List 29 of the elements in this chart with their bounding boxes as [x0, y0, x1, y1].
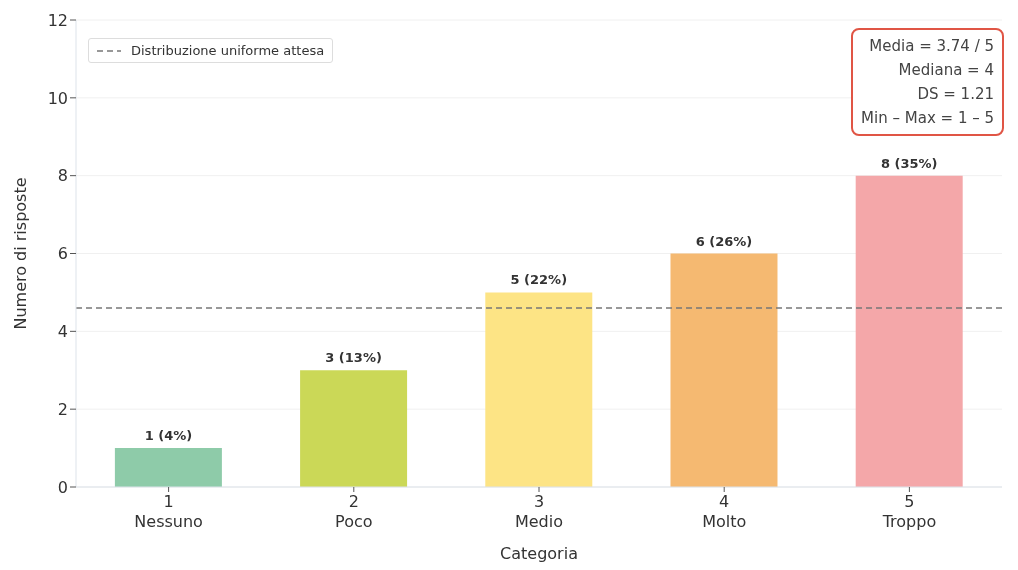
- bar: [485, 292, 593, 487]
- y-axis-title: Numero di risposte: [10, 177, 30, 330]
- data-label: 3 (13%): [325, 350, 382, 366]
- x-tick-label: 2 Poco: [335, 492, 373, 531]
- x-axis-title: Categoria: [500, 544, 578, 563]
- annotation: DS = 1.21: [916, 84, 994, 105]
- x-tick-label: 3 Medio: [514, 492, 564, 531]
- bar: [300, 370, 408, 487]
- data-label: 6 (26%): [695, 233, 753, 249]
- x-tick-label: 5 Troppo: [881, 492, 937, 531]
- annotation: Min – Max = 1 – 5: [861, 108, 994, 129]
- y-tick-label: 8: [57, 166, 68, 186]
- bar: [670, 253, 778, 487]
- data-label: 5 (22%): [510, 272, 568, 288]
- bar: [855, 175, 963, 487]
- bar: [114, 448, 222, 487]
- y-tick-label: 2: [57, 399, 68, 419]
- x-tick-label: 1 Nessuno: [134, 492, 203, 531]
- annotation: Mediana = 4: [897, 60, 994, 81]
- legend-label: Distribuzione uniforme attesa: [131, 43, 325, 58]
- y-tick-label: 4: [57, 322, 68, 342]
- data-label: 1 (4%): [144, 428, 193, 444]
- y-tick-label: 10: [47, 88, 68, 108]
- data-label: 8 (35%): [880, 155, 938, 171]
- y-tick-label: 12: [47, 10, 68, 30]
- x-tick-label: 4 Molto: [702, 492, 747, 531]
- y-tick-label: 6: [57, 244, 68, 264]
- annotation: Media = 3.74 / 5: [868, 36, 994, 57]
- y-tick-label: 0: [57, 477, 68, 497]
